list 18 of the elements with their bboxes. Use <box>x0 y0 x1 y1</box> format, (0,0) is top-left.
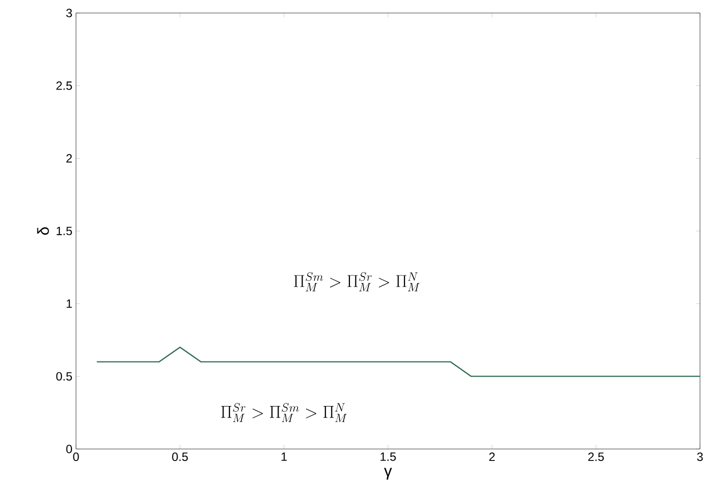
x-tick-label: 0 <box>73 452 79 462</box>
y-tick-label: 1.5 <box>56 226 72 236</box>
x-tick-label: 1 <box>282 452 287 461</box>
x-tick-label: 1.5 <box>380 452 396 461</box>
y-tick-label: 1 <box>66 300 72 308</box>
y-tick-label: 0 <box>66 444 72 454</box>
y-axis-title: δ <box>37 227 49 235</box>
y-tick-label: 3 <box>66 8 72 18</box>
y-tick-label: 0.5 <box>56 372 72 381</box>
y-tick-label: 2 <box>66 154 72 163</box>
x-axis-title: γ <box>384 468 392 480</box>
x-tick-label: 2 <box>489 452 495 461</box>
x-tick-label: 2.5 <box>588 452 604 462</box>
x-tick-label: 3 <box>697 452 703 462</box>
x-tick-label: 0.5 <box>172 452 188 462</box>
y-tick-label: 2.5 <box>56 81 72 90</box>
annotation: $\Pi_M^{Sr} > \Pi_M^{Sm} > \Pi_M^{N}$ <box>221 403 347 422</box>
annotation: $\Pi_M^{Sm} > \Pi_M^{Sr} > \Pi_M^{N}$ <box>294 272 420 292</box>
